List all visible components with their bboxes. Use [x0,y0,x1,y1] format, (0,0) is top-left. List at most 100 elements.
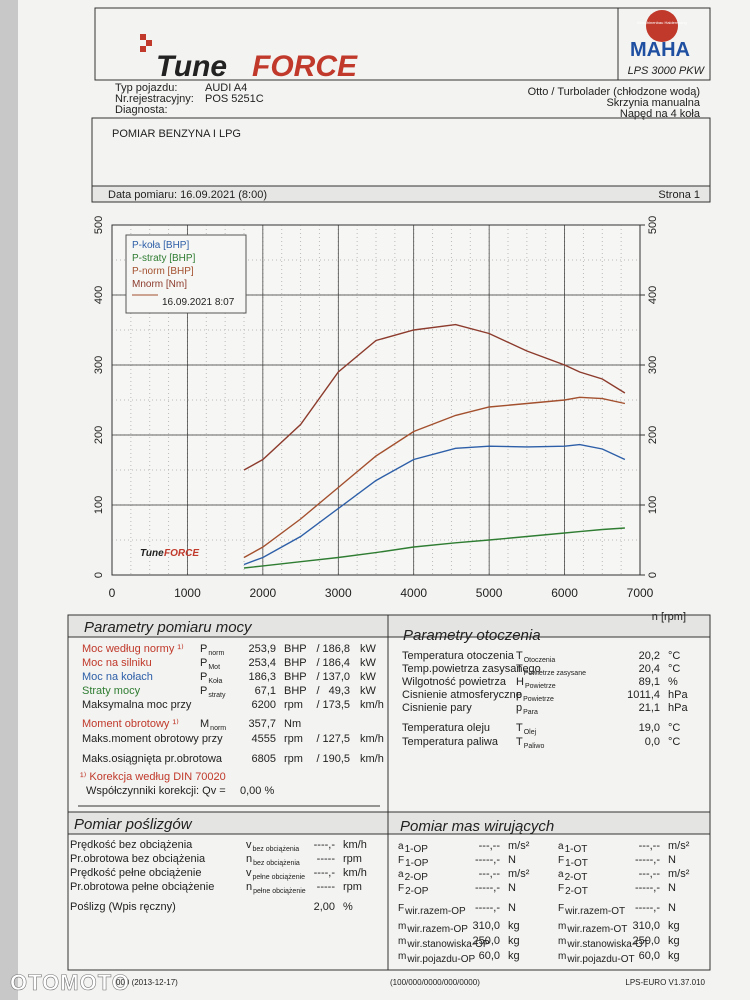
footer-left: 000 (2013-12-17) [116,978,178,987]
title-bar [387,811,711,835]
value: 250,0 [472,935,500,947]
title-bar [387,614,711,638]
y2-tick-label: 400 [647,286,659,304]
row-label: Pr.obrotowa pełne obciążenie [70,881,214,893]
param-subscript: 1-OT [565,844,588,855]
row-label: Moc na silniku [82,657,152,669]
param-symbol: m [558,951,566,962]
value: 4555 [252,733,276,745]
logo-force: FORCE [252,50,358,83]
page-edge [0,0,18,1000]
param-symbol: a [398,841,404,852]
watermark: OTOMOTO [10,970,130,995]
param-symbol: n [246,881,252,893]
param-subscript: wir.razem-OT [566,924,627,935]
value: 1011,4 [627,689,660,701]
unit: rpm [343,881,362,893]
value: ----- [317,881,336,893]
unit: N [668,902,676,914]
date-bar [91,185,711,203]
value: -----,- [475,902,500,914]
value: BHP [284,671,307,683]
value: 60,0 [479,950,500,962]
value-subscript: Mot [208,664,220,671]
value: -----,- [475,854,500,866]
page-number: Strona 1 [658,189,700,201]
value: -----,- [635,882,660,894]
vehicle-spec: Skrzynia manualna [606,97,700,109]
unit: % [343,901,353,913]
unit: rpm [343,853,362,865]
x-tick-label: 3000 [325,586,352,600]
value: kW [360,685,377,697]
unit: m/s² [668,840,690,852]
param-subscript: 1-OP [405,844,429,855]
y-tick-label: 400 [93,286,105,304]
field-value: POS 5251C [205,93,264,105]
param-subscript: wir.razem-OP [406,924,468,935]
x-tick-label: 0 [109,586,116,600]
table-title: Parametry pomiaru mocy [84,619,253,636]
value: Nm [284,718,301,730]
value: 310,0 [632,920,660,932]
row-label: Moc według normy ¹⁾ [82,643,184,655]
legend-entry: P-norm [BHP] [132,266,194,277]
param-subscript: 2-OT [565,872,588,883]
x-tick-label: 4000 [400,586,427,600]
footnote-value: 0,00 % [240,785,274,797]
date: Data pomiaru: 16.09.2021 (8:00) [108,189,267,201]
value-symbol: P [200,657,207,669]
row-label: Temp.powietrza zasysanego [402,663,541,675]
value: rpm [284,733,303,745]
value-symbol: M [200,718,209,730]
footnote: Współczynniki korekcji: Qv = [86,785,226,797]
param-subscript: 2-OT [565,886,588,897]
param-symbol: m [558,921,566,932]
maha-ring: Maschinenbau Haldenwang [637,20,686,25]
value: 173,5 [322,699,350,711]
y2-tick-label: 100 [647,496,659,514]
value: ----,- [314,839,336,851]
unit: N [508,882,516,894]
x-tick-label: 6000 [551,586,578,600]
y-tick-label: 200 [93,426,105,444]
row-label: Moment obrotowy ¹⁾ [82,718,179,730]
unit: N [508,902,516,914]
maha-box [617,7,711,81]
unit: kg [668,935,680,947]
value: 186,8 [322,643,350,655]
value-symbol: P [200,671,207,683]
param-symbol: F [558,855,564,866]
value: 253,9 [248,643,276,655]
y2-tick-label: 0 [647,572,659,578]
param-subscript: bez obciążenia [253,846,300,853]
value-subscript: Koła [208,678,222,685]
param-symbol: a [398,869,404,880]
param-symbol: T [516,650,523,662]
param-subscript: Otoczenia [524,657,556,664]
value-subscript: straty [208,692,226,699]
unit: N [508,854,516,866]
unit: hPa [668,702,688,714]
field-value: AUDI A4 [205,82,247,94]
legend-date: 16.09.2021 8:07 [162,297,235,308]
value: rpm [284,699,303,711]
legend-entry: P-straty [BHP] [132,253,196,264]
param-symbol: m [398,921,406,932]
param-symbol: v [246,839,252,851]
param-subscript: wir.pojazdu-OP [406,954,475,965]
value: -----,- [635,854,660,866]
unit: m/s² [508,840,530,852]
param-subscript: Powietrze zasysane [524,670,586,677]
value: 67,1 [255,685,276,697]
value: / [316,671,320,683]
row-label: Temperatura otoczenia [402,650,515,662]
legend-entry: P-koła [BHP] [132,240,189,251]
value: / [316,753,320,765]
table-title: Pomiar mas wirujących [400,818,554,835]
logo-check [140,46,146,52]
chart-logo: Tune [140,548,164,559]
value: 253,4 [248,657,276,669]
param-symbol: m [558,936,566,947]
value: BHP [284,685,307,697]
